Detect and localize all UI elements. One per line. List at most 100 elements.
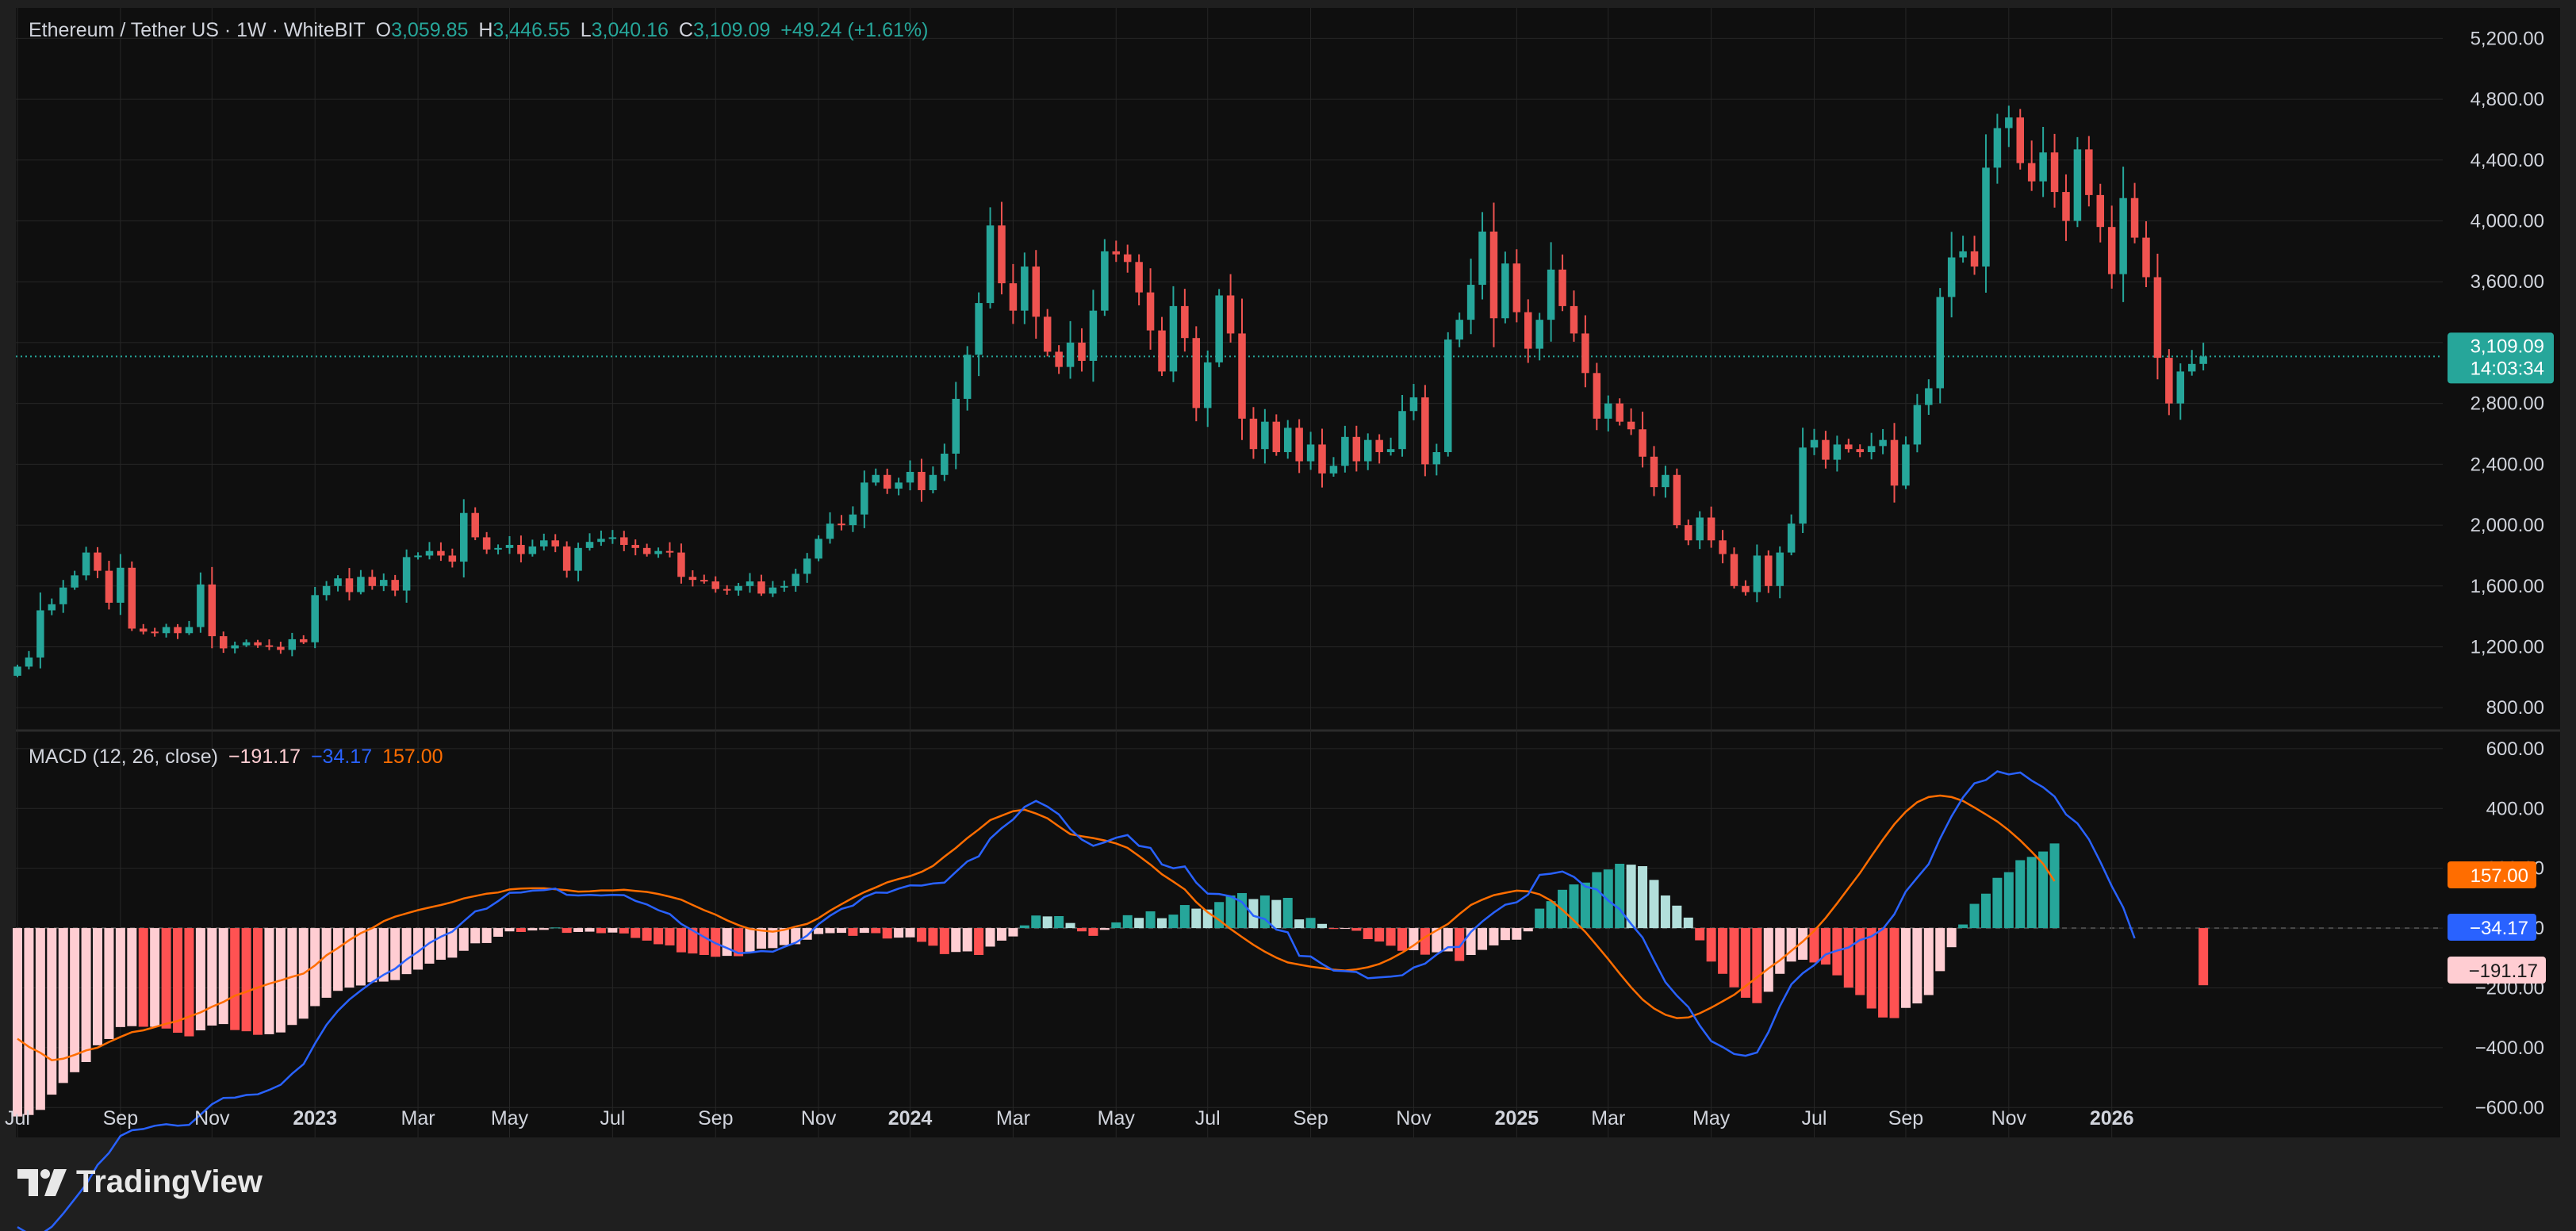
symbol-title[interactable]: Ethereum / Tether US · 1W · WhiteBIT	[29, 19, 366, 41]
macd-histogram-bar	[1752, 928, 1762, 1003]
candle-body	[642, 547, 651, 554]
macd-histogram-bar	[722, 928, 732, 957]
candle-body	[1512, 263, 1521, 313]
tradingview-logo-text: TradingView	[76, 1164, 263, 1199]
candle-body	[174, 627, 182, 634]
macd-line	[17, 770, 2136, 1231]
candle-body	[1925, 388, 1933, 405]
candle-body	[1879, 439, 1887, 447]
macd-axis-tick: 400.00	[2486, 798, 2544, 819]
tradingview-logo-icon	[17, 1168, 67, 1196]
macd-histogram-bar	[2038, 851, 2049, 929]
candle-body	[425, 550, 434, 556]
candle-body	[1478, 231, 1486, 286]
macd-histogram-bar	[161, 928, 171, 1029]
macd-histogram-bar	[916, 928, 926, 942]
close-label: C	[678, 19, 693, 41]
candle-body	[1341, 436, 1349, 466]
macd-histogram-bar	[195, 928, 205, 1031]
price-axis-tick: 2,400.00	[2471, 454, 2544, 475]
candle-body	[48, 604, 56, 611]
macd-indicator-name[interactable]: MACD (12, 26, close)	[29, 746, 218, 768]
low-value: 3,040.16	[591, 19, 669, 41]
candle-body	[1169, 305, 1178, 372]
candle-body	[1787, 523, 1796, 553]
open-label: O	[375, 19, 392, 41]
macd-histogram-bar	[1271, 899, 1282, 929]
macd-histogram-bar	[871, 928, 881, 934]
macd-axis-tick: −600.00	[2475, 1097, 2544, 1118]
macd-histogram-bar	[894, 928, 904, 938]
candle-body	[1535, 320, 1543, 349]
candle-body	[2050, 152, 2059, 193]
macd-histogram-bar	[355, 928, 366, 986]
candle-body	[1719, 540, 1727, 554]
macd-histogram-bar	[115, 928, 125, 1027]
time-axis-tick: Jul	[600, 1107, 625, 1129]
macd-histogram-bar	[516, 928, 526, 932]
svg-text:157.00: 157.00	[2471, 865, 2528, 887]
candle-body	[2085, 149, 2093, 195]
candle-body	[2130, 197, 2139, 238]
candle-body	[620, 537, 628, 546]
macd-histogram-bar	[2198, 928, 2209, 986]
candle-body	[219, 636, 228, 649]
candle-body	[551, 540, 559, 546]
price-axis-tick: 2,800.00	[2471, 393, 2544, 415]
macd-histogram-bar	[35, 928, 45, 1110]
macd-legend-hist: −191.17	[228, 746, 301, 768]
candle-body	[1112, 251, 1121, 255]
candle-body	[300, 639, 308, 642]
macd-histogram-bar	[1374, 928, 1385, 942]
candle-body	[1043, 316, 1052, 352]
macd-hist-badge: −191.17	[2448, 957, 2546, 984]
macd-histogram-bar	[1282, 897, 1293, 929]
macd-histogram-bar	[573, 928, 584, 932]
high-label: H	[478, 19, 493, 41]
macd-histogram-bar	[2049, 843, 2060, 929]
macd-histogram-bar	[70, 928, 80, 1072]
macd-histogram-bar	[1958, 924, 1968, 929]
macd-histogram-bar	[1969, 903, 1980, 929]
candle-body	[1386, 449, 1395, 453]
price-axis-tick: 800.00	[2486, 697, 2544, 719]
candle-body	[1146, 292, 1155, 331]
candle-body	[2073, 149, 2082, 221]
candle-body	[2153, 277, 2162, 359]
macd-histogram-bar	[367, 928, 378, 983]
macd-histogram-bar	[928, 928, 938, 946]
macd-histogram-bar	[825, 928, 835, 934]
time-axis-tick: Sep	[103, 1107, 138, 1129]
time-axis-tick: Jul	[5, 1107, 30, 1129]
candle-body	[574, 547, 582, 571]
price-axis-tick: 1,600.00	[2471, 576, 2544, 597]
macd-histogram-bar	[47, 928, 57, 1095]
macd-histogram-bar	[985, 928, 995, 947]
candle-body	[1959, 251, 1967, 258]
signal-line	[17, 794, 2056, 1061]
macd-histogram-bar	[848, 928, 858, 936]
macd-histogram-bar	[310, 928, 320, 1007]
price-axis-tick: 4,400.00	[2471, 150, 2544, 171]
candle-body	[2062, 192, 2070, 221]
candle-body	[1398, 411, 1406, 450]
candle-body	[677, 552, 685, 577]
macd-histogram-bar	[734, 928, 744, 957]
macd-histogram-bar	[435, 928, 446, 961]
macd-histogram-bar	[424, 928, 435, 964]
candle-body	[288, 639, 297, 650]
candle-body	[792, 573, 799, 586]
macd-histogram-bar	[1432, 928, 1442, 953]
candle-body	[505, 545, 514, 548]
tradingview-logo[interactable]: TradingView	[17, 1164, 263, 1200]
time-axis-tick: Mar	[401, 1107, 435, 1129]
candle-body	[2039, 152, 2047, 182]
grid-lines	[16, 8, 2443, 1137]
macd-histogram-bar	[1615, 864, 1625, 929]
candle-body	[242, 642, 251, 646]
macd-histogram-bar	[150, 928, 160, 1027]
axes: 5,200.00 4,800.00 4,400.00 4,000.00 3,600.00…	[5, 28, 2544, 1129]
macd-histogram-bar	[1054, 915, 1064, 929]
candle-body	[1489, 231, 1498, 319]
